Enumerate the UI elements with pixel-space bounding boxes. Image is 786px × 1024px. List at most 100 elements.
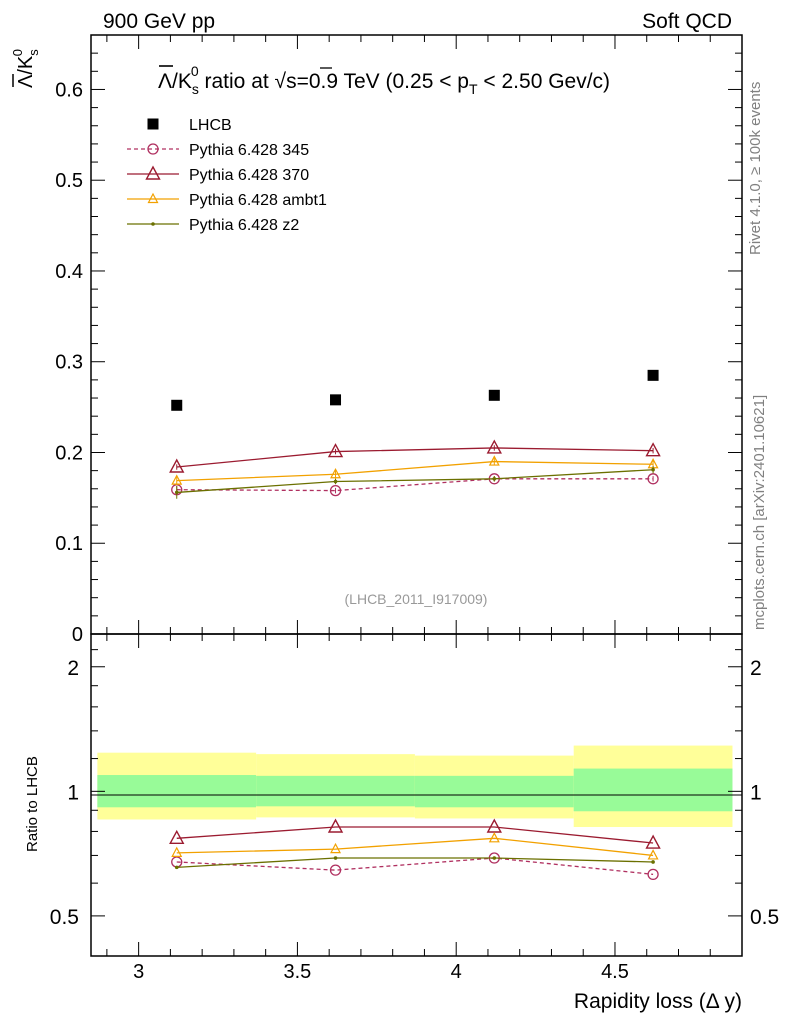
side-label-bottom: mcplots.cern.ch [arXiv:2401.10621] [751,395,768,630]
ratio-ytick-label-right: 2 [750,657,762,680]
ratio-line-p370 [176,826,654,844]
legend-marker-z2 [151,222,155,226]
svg-text:Λ/Ks0: Λ/Ks0 [10,49,41,88]
main-panel: 00.10.20.30.40.50.6 Λ/Ks0 ratio at √s=0.… [10,34,743,646]
line-p345 [176,478,654,492]
point-ambt1 [488,455,500,466]
band-inner [256,775,415,807]
main-ytick-label: 0.1 [55,533,83,555]
ratio-point-p370 [486,818,502,833]
point-z2 [174,490,179,495]
point-p345 [329,484,342,497]
ratio-line-ambt1 [176,837,654,857]
series-p370 [169,439,661,473]
ratio-point-p370 [645,834,661,849]
ylabel-slash-k: /K [15,55,37,75]
legend-marker-ambt1 [147,192,159,204]
ratio-point-ambt1 [647,849,659,860]
analysis-watermark: (LHCB_2011_I917009) [345,591,488,607]
header-left: 900 GeV pp [103,10,215,33]
title-lead: /K [172,70,192,93]
ratio-point-ambt1 [330,842,342,854]
ratio-series-z2 [174,856,655,870]
title-lambda: Λ [158,70,172,93]
point-p370 [169,458,185,473]
ratio-point-z2 [492,856,497,860]
title-sqrt: √ [275,70,287,93]
series-p345 [171,473,659,497]
main-ytick-label: 0.3 [55,352,83,374]
series-data [171,369,659,411]
ylabel-sub-s: s [26,49,41,56]
main-series [169,369,661,499]
ratio-series [169,818,661,881]
legend-label-ambt1: Pythia 6.428 ambt1 [189,192,327,209]
plot-title: Λ/Ks 0 ratio at √s=0.9 TeV (0.25 < pT < 2… [158,63,610,97]
ratio-ytick-label: 1 [67,781,79,804]
ratio-line-z2 [176,857,654,869]
ratio-series-p370 [169,818,661,849]
ratio-xtick-label: 4.5 [601,961,629,983]
ratio-ylabel: Ratio to LHCB [24,756,41,852]
point-z2 [651,467,655,472]
ratio-point-p370 [327,818,344,833]
title-tail: < 2.50 Gev/c) [478,70,610,93]
main-ytick-label: 0.6 [55,79,83,101]
ratio-frame [90,633,743,957]
ratio-xtick-label: 3.5 [284,961,312,983]
ratio-ytick-label: 0.5 [50,906,79,929]
band-inner [573,768,733,812]
line-z2 [176,469,654,494]
ratio-bands [97,745,733,827]
header-right: Soft QCD [642,10,732,33]
ratio-point-z2 [174,865,179,870]
point-data [330,394,342,406]
point-ambt1 [171,474,183,485]
title-energy: s=0.9 TeV (0.25 < p [286,70,469,93]
ratio-ytick-label: 2 [67,657,79,680]
line-ambt1 [176,460,654,482]
title-sub-T: T [469,81,478,97]
legend-marker-p370 [145,165,161,180]
point-data [647,369,659,381]
ratio-series-ambt1 [171,832,659,860]
ratio-xtick-label: 3 [133,961,144,983]
point-p370 [645,442,661,457]
point-data [171,399,183,411]
title-sup-0: 0 [191,63,199,79]
x-axis-label: Rapidity loss (Δ y) [574,990,742,1013]
point-ambt1 [330,467,342,479]
main-ytick-label: 0.5 [55,170,83,192]
series-z2 [174,466,655,499]
ratio-point-z2 [333,856,338,860]
point-p370 [327,443,344,458]
point-z2 [333,479,338,484]
ratio-ytick-label-right: 0.5 [750,906,779,929]
ratio-point-p345 [329,864,342,876]
series-ambt1 [171,455,659,486]
point-p370 [486,439,502,454]
legend-label-data: LHCB [189,117,232,134]
title-sub-s: s [192,81,199,97]
ratio-point-p345 [647,868,659,881]
ratio-point-p370 [169,829,185,845]
title-mid: ratio at [199,70,275,93]
ratio-point-z2 [651,860,655,864]
ratio-point-ambt1 [171,846,183,857]
legend-label-p370: Pythia 6.428 370 [189,167,309,184]
point-p345 [647,473,659,485]
line-p370 [176,447,654,468]
main-ytick-label: 0 [72,624,83,646]
ratio-xtick-label: 4 [451,961,462,983]
main-ylabel: Λ/Ks0 [10,49,41,88]
ratio-ytick-label-right: 1 [750,781,762,804]
ratio-ticks: 0.5 0.5 1 1 2 2 3 3.5 4 4.5 [50,633,779,983]
point-data [488,389,500,401]
main-ytick-label: 0.2 [55,442,83,464]
ratio-point-ambt1 [488,832,500,843]
ratio-line-p345 [176,857,654,876]
ratio-series-p345 [171,852,659,881]
legend-marker-data [147,118,159,130]
point-z2 [492,477,497,481]
